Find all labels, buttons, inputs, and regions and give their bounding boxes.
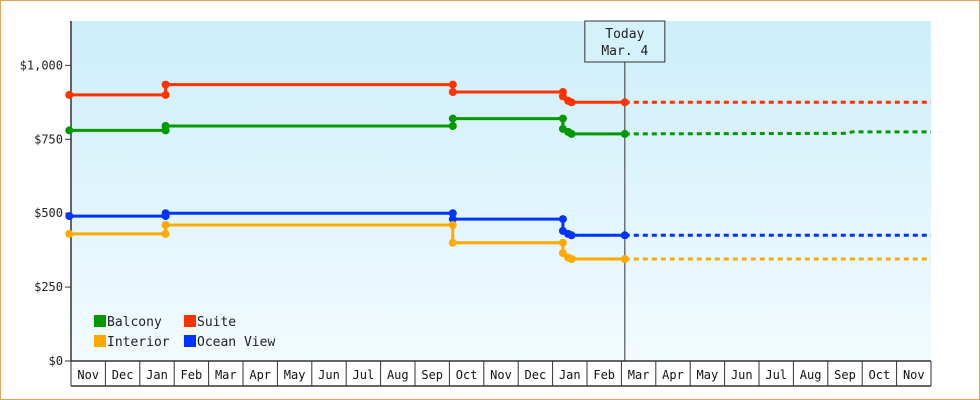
data-point-balcony bbox=[448, 122, 457, 130]
data-point-suite bbox=[161, 80, 170, 89]
data-point-suite bbox=[620, 98, 629, 107]
series-layer bbox=[65, 80, 931, 263]
data-point-suite bbox=[567, 98, 576, 107]
legend-label-interior: Interior bbox=[107, 335, 170, 350]
y-tick-label: $250 bbox=[34, 280, 63, 294]
data-point-ocean-view bbox=[620, 231, 629, 240]
x-tick-label: Oct bbox=[456, 368, 478, 382]
today-label: Today bbox=[605, 27, 644, 42]
x-tick-label: Apr bbox=[249, 368, 271, 382]
legend-swatch-ocean-view bbox=[184, 335, 196, 347]
plot-area bbox=[71, 21, 931, 361]
y-tick-label: $750 bbox=[34, 132, 63, 146]
data-point-balcony bbox=[558, 114, 567, 123]
y-tick-label: $0 bbox=[49, 354, 63, 368]
x-tick-label: Jun bbox=[731, 368, 753, 382]
y-tick-label: $500 bbox=[34, 206, 63, 220]
x-tick-label: Dec bbox=[112, 368, 134, 382]
x-tick-label: Nov bbox=[77, 368, 99, 382]
x-tick-label: Aug bbox=[800, 368, 822, 382]
x-tick-label: Feb bbox=[593, 368, 615, 382]
data-point-balcony bbox=[448, 114, 457, 123]
legend: Balcony Suite Interior Ocean View bbox=[94, 315, 275, 350]
x-tick-label: Nov bbox=[490, 368, 512, 382]
x-tick-label: Nov bbox=[903, 368, 925, 382]
x-tick-label: May bbox=[284, 368, 306, 382]
x-tick-label: Jun bbox=[318, 368, 340, 382]
data-point-balcony bbox=[567, 129, 576, 138]
today-date: Mar. 4 bbox=[601, 44, 648, 59]
series-balcony bbox=[65, 114, 931, 138]
data-point-suite bbox=[161, 90, 170, 99]
legend-label-ocean-view: Ocean View bbox=[197, 335, 275, 350]
data-point-suite bbox=[65, 90, 74, 99]
x-tick-label: Mar bbox=[628, 368, 650, 382]
legend-label-suite: Suite bbox=[197, 315, 236, 330]
data-point-ocean-view bbox=[558, 215, 567, 224]
data-point-interior bbox=[558, 238, 567, 247]
x-tick-label: Jul bbox=[353, 368, 375, 382]
series-ocean-view bbox=[65, 209, 931, 240]
today-box bbox=[584, 20, 666, 63]
x-tick-label: Sep bbox=[834, 368, 856, 382]
data-point-interior bbox=[161, 229, 170, 238]
data-point-interior bbox=[448, 238, 457, 247]
series-suite bbox=[65, 80, 931, 107]
data-point-ocean-view bbox=[448, 209, 457, 218]
data-point-ocean-view bbox=[448, 215, 457, 224]
x-tick-label: Dec bbox=[525, 368, 547, 382]
x-axis: Nov Dec Jan Feb Mar Apr May Jun Jul Aug Sep Oct Nov D… bbox=[70, 360, 932, 387]
data-point-interior bbox=[161, 221, 170, 229]
y-axis: $0 $250 $500 $750 $1,000 bbox=[20, 21, 72, 368]
legend-label-balcony: Balcony bbox=[107, 315, 162, 330]
data-point-interior bbox=[620, 255, 629, 263]
data-point-balcony bbox=[161, 122, 170, 130]
series-forecast-balcony bbox=[624, 130, 931, 136]
legend-swatch-balcony bbox=[94, 315, 106, 327]
data-point-ocean-view bbox=[567, 231, 576, 240]
data-point-interior bbox=[567, 255, 576, 263]
data-point-balcony bbox=[65, 126, 74, 135]
data-point-ocean-view bbox=[65, 212, 74, 221]
data-point-interior bbox=[65, 229, 74, 238]
x-tick-label: Feb bbox=[181, 368, 203, 382]
data-point-balcony bbox=[620, 129, 629, 138]
x-tick-label: Apr bbox=[662, 368, 684, 382]
x-tick-label: Oct bbox=[869, 368, 891, 382]
legend-swatch-suite bbox=[184, 315, 196, 327]
x-tick-label: Aug bbox=[387, 368, 409, 382]
data-point-ocean-view bbox=[161, 209, 170, 218]
x-tick-label: May bbox=[697, 368, 719, 382]
y-tick-label: $1,000 bbox=[20, 58, 63, 72]
data-point-interior bbox=[448, 221, 457, 229]
x-tick-label: Sep bbox=[421, 368, 443, 382]
series-interior bbox=[65, 221, 931, 263]
data-point-suite bbox=[448, 80, 457, 89]
x-tick-label: Jan bbox=[559, 368, 581, 382]
legend-swatch-interior bbox=[94, 335, 106, 347]
data-point-suite bbox=[448, 88, 457, 96]
x-tick-label: Mar bbox=[215, 368, 237, 382]
x-tick-label: Jan bbox=[146, 368, 168, 382]
today-marker: Today Mar. 4 bbox=[584, 20, 666, 361]
x-tick-label: Jul bbox=[765, 368, 787, 382]
